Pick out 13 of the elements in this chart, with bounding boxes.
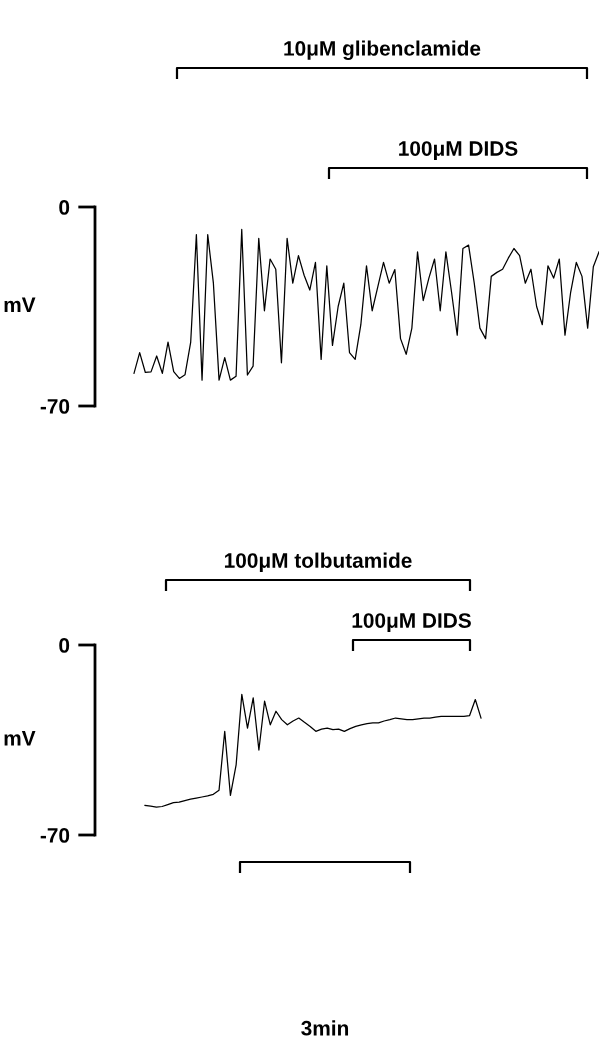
- text: 100μM DIDS: [399, 141, 518, 160]
- y-tick-label: -70: [40, 828, 70, 843]
- text: 10μM glibenclamide: [284, 40, 481, 60]
- text: 100μM DIDS: [352, 613, 471, 632]
- y-axis-title: mV: [4, 297, 36, 312]
- y-axis-title: mV: [4, 731, 36, 746]
- y-tick-label: -70: [40, 399, 70, 414]
- text: 100μM tolbutamide: [224, 552, 412, 572]
- line-series: [133, 228, 599, 381]
- line-series: [144, 693, 482, 808]
- text: 3min: [301, 1020, 349, 1036]
- y-tick-label: 0: [59, 200, 70, 215]
- y-tick-label: 0: [59, 638, 70, 653]
